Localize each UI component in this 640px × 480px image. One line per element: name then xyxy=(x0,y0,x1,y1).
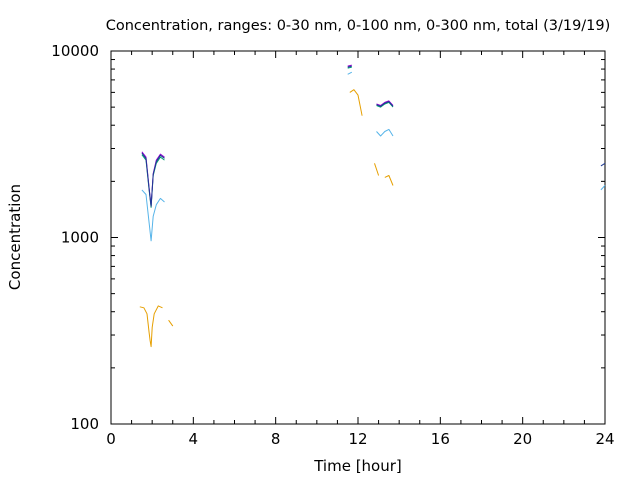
y-axis-ticks: 100 1000 10000 xyxy=(51,42,605,433)
y-tick-label: 10000 xyxy=(51,42,99,60)
series-line-4 xyxy=(141,64,394,207)
series-line-3 xyxy=(141,66,394,208)
x-axis-ticks: 0 4 8 12 16 20 24 xyxy=(106,51,615,448)
x-tick-label: 0 xyxy=(106,430,116,448)
y-minor-ticks xyxy=(111,59,605,369)
x-tick-label: 20 xyxy=(513,430,532,448)
x-tick-label: 24 xyxy=(595,430,614,448)
y-tick-label: 1000 xyxy=(61,229,99,247)
y-axis-label: Concentration xyxy=(6,184,24,290)
x-tick-label: 12 xyxy=(348,430,367,448)
x-tick-label: 4 xyxy=(189,430,199,448)
series-line-1 xyxy=(140,90,605,347)
series-line-5 xyxy=(141,65,606,207)
series-layer xyxy=(140,64,606,347)
x-tick-label: 8 xyxy=(271,430,281,448)
series-line-2 xyxy=(141,71,606,242)
plot-frame xyxy=(110,50,606,425)
x-axis-label: Time [hour] xyxy=(313,457,402,475)
y-tick-label: 100 xyxy=(70,415,99,433)
x-tick-label: 16 xyxy=(431,430,450,448)
chart-title: Concentration, ranges: 0-30 nm, 0-100 nm… xyxy=(106,18,611,34)
